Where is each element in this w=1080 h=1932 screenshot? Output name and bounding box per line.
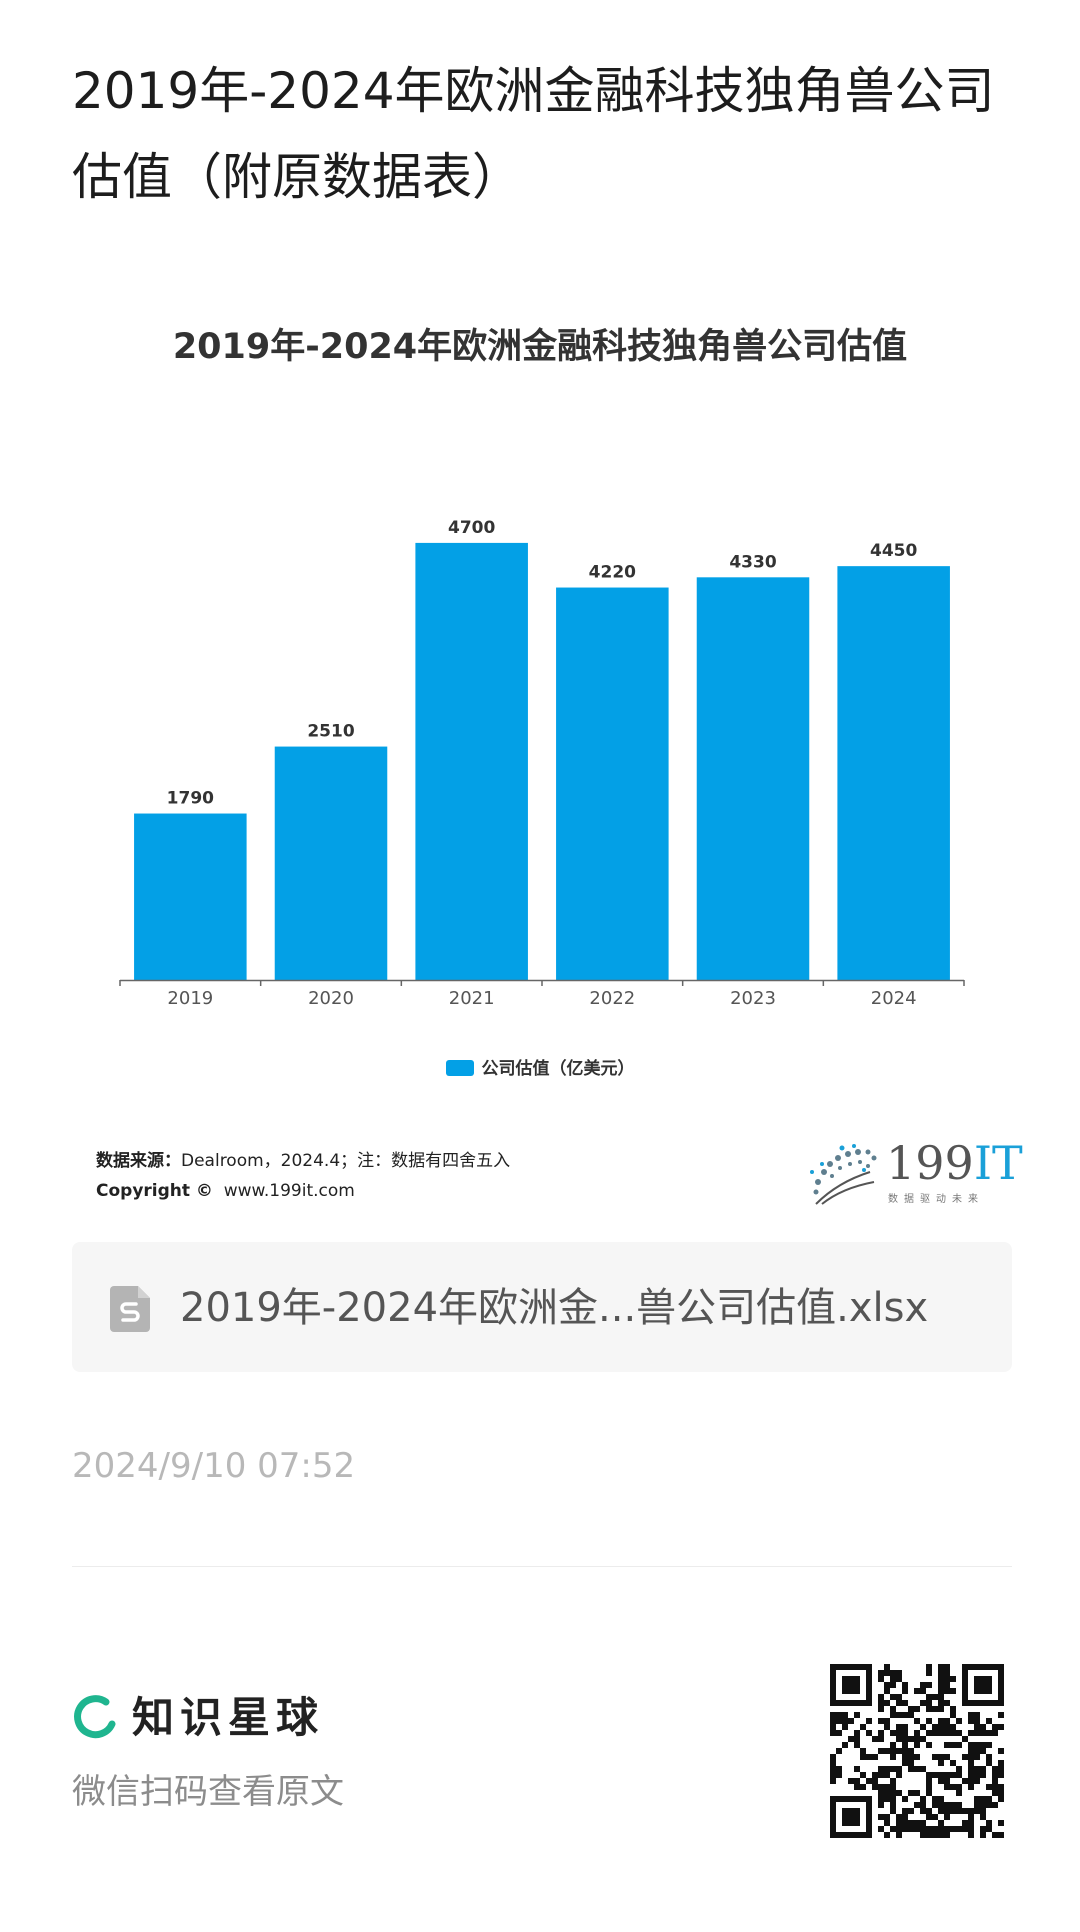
post-timestamp: 2024/9/10 07:52 (72, 1446, 356, 1486)
copyright-site: www.199it.com (223, 1181, 355, 1201)
logo-text: 199IT (886, 1138, 1023, 1188)
logo-main: 199 (886, 1136, 974, 1190)
qr-code[interactable] (830, 1664, 1004, 1838)
data-label-2023: 4330 (729, 552, 776, 572)
page-title: 2019年-2024年欧洲金融科技独角兽公司估值（附原数据表） (72, 62, 995, 206)
zsxq-logo-icon (74, 1695, 116, 1739)
chart-legend: 公司估值（亿美元） (0, 1054, 1080, 1079)
file-attachment-card[interactable]: 2019年-2024年欧洲金...兽公司估值.xlsx (72, 1242, 1012, 1372)
scan-hint: 微信扫码查看原文 (72, 1772, 344, 1812)
bar-2022 (556, 587, 669, 980)
data-label-2020: 2510 (307, 722, 354, 742)
source-line: 数据来源：Dealroom，2024.4；注：数据有四舍五入 (96, 1146, 510, 1176)
x-tick-label-2023: 2023 (730, 988, 776, 1009)
logo-199it: 199IT 数据驱动未来 (808, 1138, 1023, 1205)
data-label-2022: 4220 (589, 563, 636, 583)
x-tick-label-2020: 2020 (308, 988, 354, 1009)
data-label-2024: 4450 (870, 541, 917, 561)
source-note: 数据来源：Dealroom，2024.4；注：数据有四舍五入 Copyright… (96, 1146, 510, 1206)
chart-title: 2019年-2024年欧洲金融科技独角兽公司估值 (172, 327, 908, 367)
source-label: 数据来源： (96, 1151, 181, 1171)
bar-2019 (134, 813, 247, 980)
data-label-2019: 1790 (167, 789, 214, 809)
file-name: 2019年-2024年欧洲金...兽公司估值.xlsx (180, 1285, 929, 1331)
bar-2020 (274, 746, 388, 980)
copyright-line: Copyright © www.199it.com (96, 1176, 510, 1206)
legend-swatch (445, 1060, 474, 1076)
bar-2024 (837, 566, 950, 980)
bar-chart: 1790 2019 2510 2020 4700 2021 4220 2022 4330 2023… (119, 518, 965, 1009)
x-tick-label-2022: 2022 (589, 988, 635, 1009)
legend-label: 公司估值（亿美元） (481, 1059, 635, 1079)
data-label-2021: 4700 (448, 518, 495, 538)
spreadsheet-file-icon (110, 1286, 150, 1332)
brand-name: 知识星球 (132, 1693, 325, 1742)
copyright-label: Copyright © (96, 1181, 213, 1201)
x-tick-label-2024: 2024 (871, 988, 917, 1009)
logo-tagline: 数据驱动未来 (888, 1194, 984, 1205)
bar-2023 (696, 577, 810, 980)
dandelion-logo-icon (810, 1144, 877, 1205)
bar-2021 (415, 542, 528, 980)
x-tick-label-2021: 2021 (449, 988, 495, 1009)
x-tick-label-2019: 2019 (167, 988, 213, 1009)
source-text: Dealroom，2024.4；注：数据有四舍五入 (181, 1151, 511, 1171)
divider (72, 1566, 1012, 1567)
logo-accent: IT (973, 1136, 1023, 1190)
